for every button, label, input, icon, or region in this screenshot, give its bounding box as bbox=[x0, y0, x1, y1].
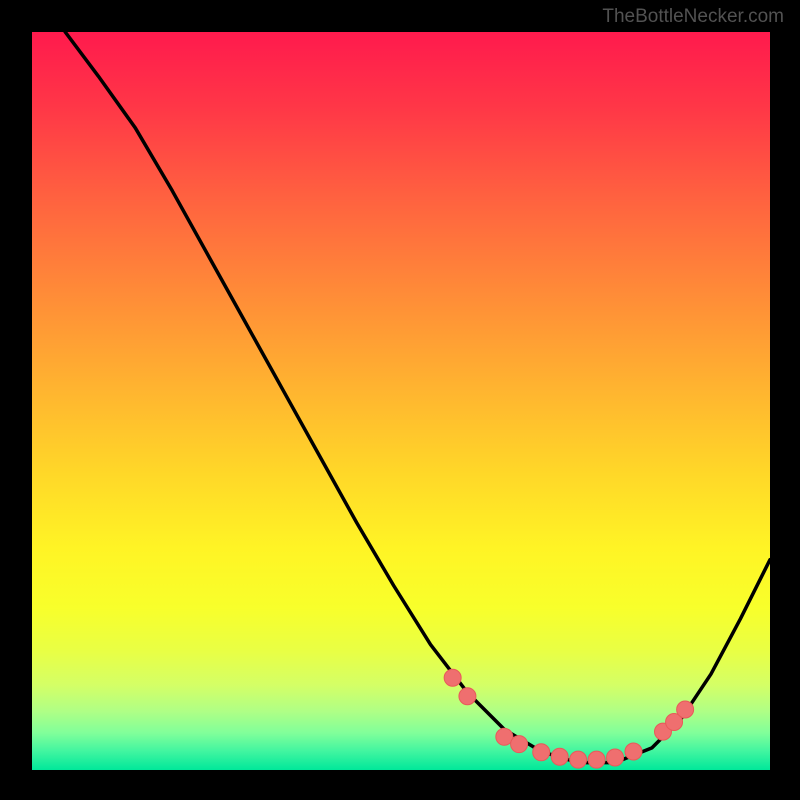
marker-point bbox=[459, 688, 476, 705]
marker-point bbox=[570, 751, 587, 768]
marker-point bbox=[677, 701, 694, 718]
markers-layer bbox=[32, 32, 770, 770]
marker-point bbox=[625, 743, 642, 760]
marker-point bbox=[511, 736, 528, 753]
marker-point bbox=[607, 749, 624, 766]
watermark-text: TheBottleNecker.com bbox=[602, 6, 784, 28]
marker-point bbox=[588, 751, 605, 768]
marker-point bbox=[444, 669, 461, 686]
marker-point bbox=[533, 744, 550, 761]
marker-point bbox=[551, 748, 568, 765]
plot-area bbox=[32, 32, 770, 770]
